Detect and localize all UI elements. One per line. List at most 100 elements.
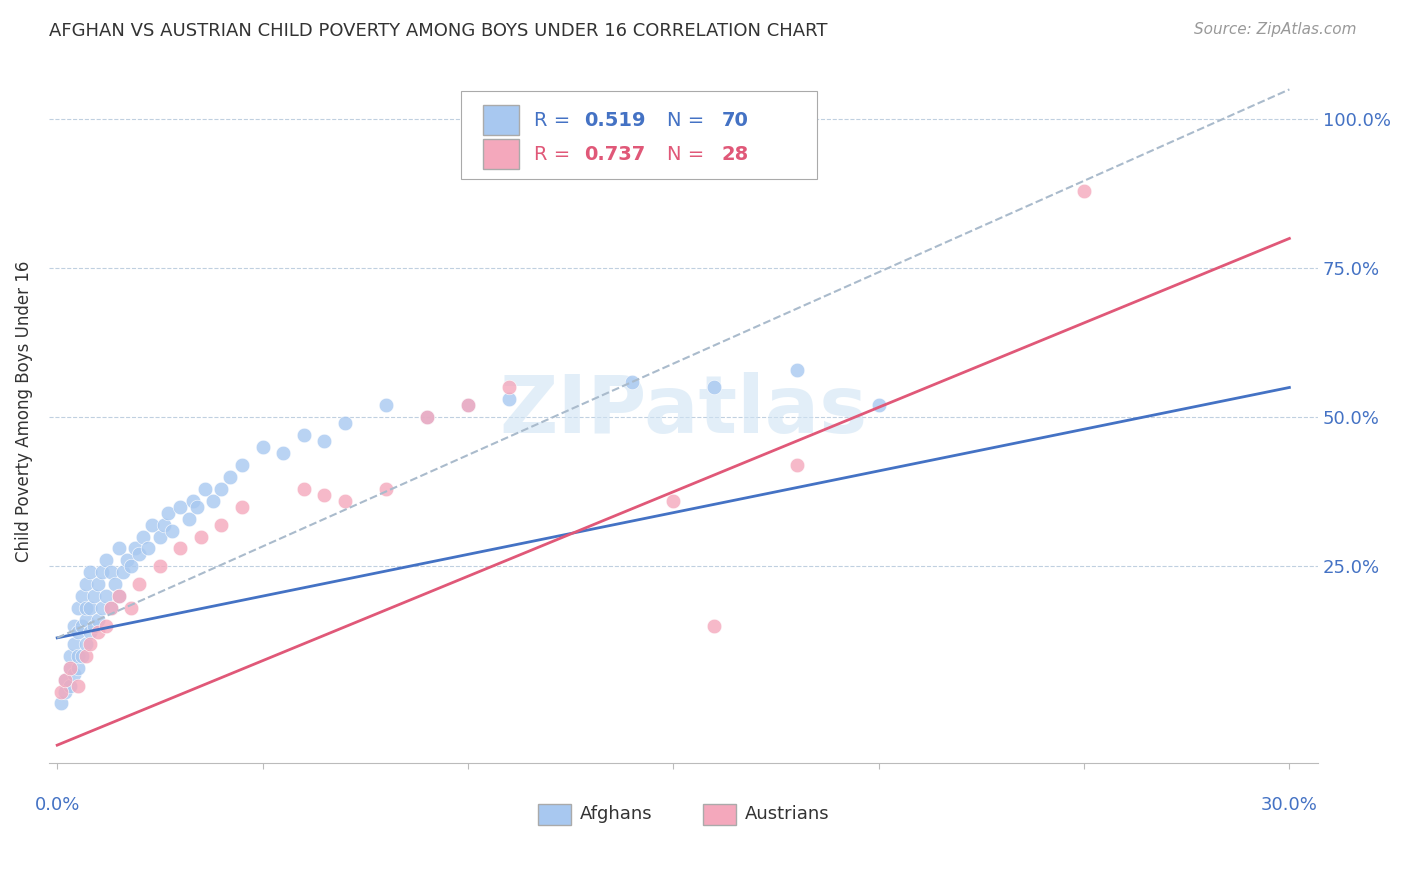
Bar <box>484 139 519 169</box>
Point <box>231 500 253 514</box>
Point <box>58 660 80 674</box>
Text: N =: N = <box>666 112 710 130</box>
Point <box>83 619 105 633</box>
Point <box>416 410 439 425</box>
Text: 0.0%: 0.0% <box>35 796 80 814</box>
Bar <box>537 804 571 825</box>
Point <box>374 398 396 412</box>
Point <box>498 392 520 407</box>
Point <box>75 637 97 651</box>
Point <box>120 559 142 574</box>
Text: Austrians: Austrians <box>744 805 830 822</box>
Point <box>703 380 725 394</box>
Point <box>79 637 101 651</box>
Point <box>333 416 356 430</box>
Point <box>169 541 191 556</box>
Point <box>51 697 73 711</box>
Point <box>124 541 146 556</box>
Point <box>107 589 129 603</box>
Point <box>271 446 294 460</box>
Point <box>66 601 89 615</box>
Point <box>75 577 97 591</box>
Text: 70: 70 <box>721 112 748 130</box>
Point <box>58 660 80 674</box>
Point <box>100 566 122 580</box>
FancyBboxPatch shape <box>461 91 817 179</box>
Point <box>136 541 159 556</box>
Point <box>374 482 396 496</box>
Point <box>314 434 336 449</box>
Text: AFGHAN VS AUSTRIAN CHILD POVERTY AMONG BOYS UNDER 16 CORRELATION CHART: AFGHAN VS AUSTRIAN CHILD POVERTY AMONG B… <box>49 22 828 40</box>
Point <box>457 398 479 412</box>
Point <box>58 679 80 693</box>
Point <box>55 673 77 687</box>
Point <box>66 624 89 639</box>
Point <box>252 440 274 454</box>
Point <box>91 601 114 615</box>
Text: 28: 28 <box>721 145 749 164</box>
Y-axis label: Child Poverty Among Boys Under 16: Child Poverty Among Boys Under 16 <box>15 260 32 562</box>
Point <box>194 482 217 496</box>
Point <box>416 410 439 425</box>
Point <box>457 398 479 412</box>
Point <box>786 362 808 376</box>
Point <box>160 524 183 538</box>
Point <box>211 482 233 496</box>
Text: R =: R = <box>534 145 576 164</box>
Point <box>79 624 101 639</box>
Point <box>662 493 685 508</box>
Point <box>104 577 127 591</box>
Point <box>120 601 142 615</box>
Point <box>62 666 84 681</box>
Point <box>96 553 118 567</box>
Point <box>149 559 172 574</box>
Point <box>498 380 520 394</box>
Text: ZIPatlas: ZIPatlas <box>499 372 868 450</box>
Text: 0.519: 0.519 <box>585 112 647 130</box>
Text: Source: ZipAtlas.com: Source: ZipAtlas.com <box>1194 22 1357 37</box>
Point <box>128 548 150 562</box>
Point <box>314 488 336 502</box>
Point <box>62 637 84 651</box>
Point <box>83 589 105 603</box>
Point <box>292 428 315 442</box>
Point <box>786 458 808 472</box>
Point <box>141 517 163 532</box>
Point <box>333 493 356 508</box>
Point <box>132 529 155 543</box>
Point <box>70 589 93 603</box>
Point <box>100 601 122 615</box>
Point <box>87 613 110 627</box>
Point <box>100 601 122 615</box>
Point <box>87 577 110 591</box>
Point <box>66 679 89 693</box>
Point <box>75 648 97 663</box>
Point <box>96 589 118 603</box>
Point <box>87 624 110 639</box>
Point <box>149 529 172 543</box>
Point <box>157 506 180 520</box>
Point <box>51 684 73 698</box>
Point <box>111 566 134 580</box>
Point <box>115 553 138 567</box>
Text: 30.0%: 30.0% <box>1261 796 1317 814</box>
Point <box>58 648 80 663</box>
Point <box>75 613 97 627</box>
Text: R =: R = <box>534 112 576 130</box>
Point <box>96 619 118 633</box>
Point <box>75 601 97 615</box>
Point <box>79 566 101 580</box>
Point <box>169 500 191 514</box>
Point <box>70 619 93 633</box>
Point <box>202 493 225 508</box>
Point <box>62 619 84 633</box>
Point <box>621 375 644 389</box>
Point <box>211 517 233 532</box>
Text: Afghans: Afghans <box>579 805 652 822</box>
Point <box>66 648 89 663</box>
Point <box>79 601 101 615</box>
Point <box>231 458 253 472</box>
Text: 0.737: 0.737 <box>585 145 645 164</box>
Point <box>181 493 204 508</box>
Point <box>91 566 114 580</box>
